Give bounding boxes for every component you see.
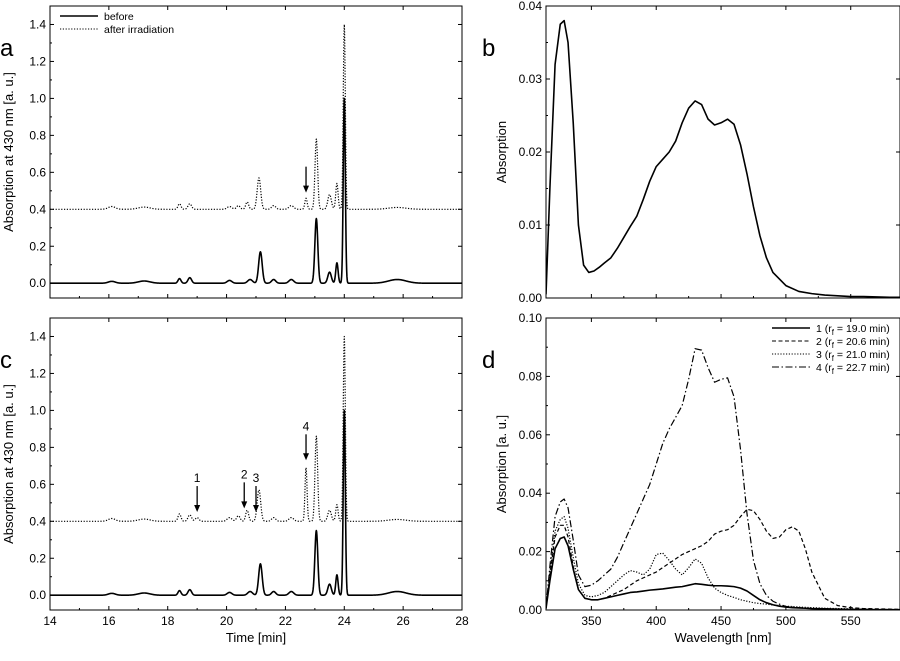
annotation-arrowhead bbox=[253, 505, 259, 513]
y-tick-label: 0.04 bbox=[519, 486, 543, 500]
y-tick-label: 0.2 bbox=[29, 239, 46, 253]
annotation-label: 4 bbox=[303, 419, 310, 433]
annotation-arrowhead bbox=[303, 185, 310, 193]
legend-label: 3 (rf = 21.0 min) bbox=[816, 349, 890, 363]
panel-letter: c bbox=[0, 347, 12, 374]
x-tick-label: 26 bbox=[396, 614, 410, 628]
x-tick-label: 350 bbox=[581, 614, 601, 628]
series-line-solid-0 bbox=[50, 97, 462, 285]
plot-area bbox=[50, 335, 462, 597]
panel-c: 0.00.20.40.60.81.01.21.414 16 18 20 22 24 26 28… bbox=[0, 317, 469, 645]
y-tick-label: 0.6 bbox=[29, 165, 46, 179]
x-tick-label: 28 bbox=[455, 614, 469, 628]
y-tick-label: 0.0 bbox=[29, 276, 46, 290]
y-tick-label: 0.02 bbox=[519, 545, 543, 559]
series-line-dotted-1 bbox=[50, 23, 462, 210]
axes-frame bbox=[49, 5, 463, 299]
legend: 1 (rf = 19.0 min)2 (rf = 20.6 min)3 (rf … bbox=[772, 323, 890, 376]
series-line-dashdot-3 bbox=[546, 348, 900, 610]
y-axis-label: Absorption at 430 nm [a. u.] bbox=[1, 72, 16, 232]
annotation-label: 3 bbox=[253, 471, 260, 485]
panel-letter: a bbox=[0, 35, 14, 62]
annotation-label: 1 bbox=[194, 471, 201, 485]
y-tick-label: 0.2 bbox=[29, 551, 46, 565]
y-tick-label: 1.2 bbox=[29, 54, 46, 68]
legend-label: after irradiation bbox=[104, 24, 174, 36]
y-axis-label: Absorption [a. u.] bbox=[494, 415, 509, 513]
x-tick-label: 20 bbox=[220, 614, 234, 628]
y-tick-label: 1.4 bbox=[29, 329, 46, 343]
annotation-arrowhead bbox=[241, 501, 248, 509]
x-tick-label: 400 bbox=[646, 614, 666, 628]
y-tick-label: 0.8 bbox=[29, 440, 46, 454]
legend-label: 4 (rf = 22.7 min) bbox=[816, 362, 890, 376]
x-tick-label: 18 bbox=[161, 614, 175, 628]
y-tick-label: 1.2 bbox=[29, 366, 46, 380]
plot-area bbox=[50, 23, 462, 285]
y-tick-label: 0.04 bbox=[519, 0, 543, 13]
y-tick-label: 1.0 bbox=[29, 91, 46, 105]
x-tick-label: 22 bbox=[279, 614, 293, 628]
legend-label: 1 (rf = 19.0 min) bbox=[816, 323, 890, 337]
y-tick-label: 0.8 bbox=[29, 128, 46, 142]
x-axis-label: Time [min] bbox=[226, 630, 286, 645]
y-tick-label: 0.10 bbox=[519, 311, 543, 325]
plot-area bbox=[546, 348, 900, 610]
legend-label: 2 (rf = 20.6 min) bbox=[816, 336, 890, 350]
series-line-solid-0 bbox=[546, 19, 900, 298]
y-tick-label: 0.06 bbox=[519, 428, 543, 442]
series-line-solid-0 bbox=[50, 409, 462, 597]
series-line-solid-0 bbox=[546, 536, 900, 610]
x-tick-label: 500 bbox=[776, 614, 796, 628]
y-tick-label: 0.08 bbox=[519, 369, 543, 383]
annotation-label: 2 bbox=[241, 467, 248, 481]
annotation-arrowhead bbox=[303, 453, 310, 461]
y-tick-label: 0.0 bbox=[29, 588, 46, 602]
legend-label: before bbox=[104, 11, 134, 23]
y-tick-label: 0.4 bbox=[29, 514, 46, 528]
y-tick-label: 0.6 bbox=[29, 477, 46, 491]
series-line-dotted-2 bbox=[546, 515, 900, 610]
panel-d: 0.00 0.02 0.04 0.06 0.08 0.10 350 400 450 500 550 A… bbox=[482, 311, 900, 645]
y-tick-label: 1.4 bbox=[29, 17, 46, 31]
y-tick-label: 1.0 bbox=[29, 403, 46, 417]
y-tick-label: 0.03 bbox=[519, 72, 543, 86]
axes-frame bbox=[49, 317, 463, 611]
y-tick-label: 0.00 bbox=[519, 291, 543, 305]
y-axis-label: Absorption at 430 nm [a. u.] bbox=[1, 384, 16, 544]
x-tick-label: 16 bbox=[102, 614, 116, 628]
x-tick-label: 24 bbox=[338, 614, 352, 628]
x-tick-label: 14 bbox=[43, 614, 57, 628]
plot-area bbox=[546, 19, 900, 298]
y-axis-label: Absorption bbox=[494, 121, 509, 183]
y-tick-label: 0.00 bbox=[519, 603, 543, 617]
y-tick-label: 0.4 bbox=[29, 202, 46, 216]
annotation-arrowhead bbox=[194, 505, 201, 513]
axes-frame bbox=[545, 5, 900, 299]
y-tick-label: 0.02 bbox=[519, 145, 543, 159]
series-line-dashed-1 bbox=[546, 508, 900, 610]
panel-a: 0.0 0.2 0.4 0.6 0.8 1.0 1.2 1.4 Absorption at 43… bbox=[0, 5, 463, 299]
x-tick-label: 550 bbox=[841, 614, 861, 628]
x-axis-label: Wavelength [nm] bbox=[674, 630, 771, 645]
y-tick-label: 0.01 bbox=[519, 218, 543, 232]
panel-b: 0.00 0.01 0.02 0.03 0.04 Absorption b bbox=[482, 0, 900, 305]
panel-letter: d bbox=[482, 347, 495, 374]
x-tick-label: 450 bbox=[711, 614, 731, 628]
panel-letter: b bbox=[482, 35, 495, 62]
